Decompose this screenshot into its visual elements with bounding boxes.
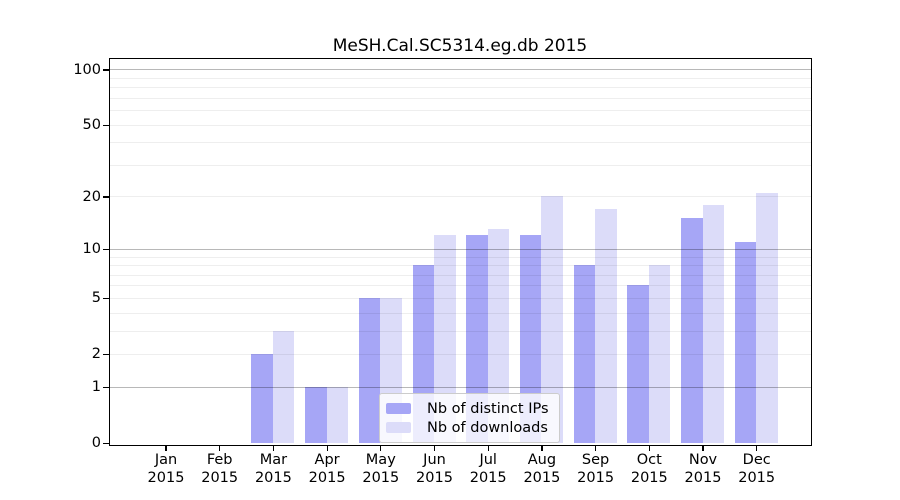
y-tick-label: 2 xyxy=(91,346,101,363)
gridline-minor xyxy=(109,297,811,299)
x-tick-mark xyxy=(326,444,328,451)
bar-downloads xyxy=(272,330,295,444)
y-tick-label: 0 xyxy=(91,435,101,452)
bar-downloads xyxy=(595,208,617,444)
bar-downloads xyxy=(702,204,724,444)
bar-distinct-ips xyxy=(627,285,649,444)
y-tick-mark xyxy=(103,442,110,444)
bar-downloads xyxy=(648,265,671,444)
y-tick-mark xyxy=(103,386,110,388)
x-tick-label-year: 2015 xyxy=(523,469,561,486)
y-tick-label: 20 xyxy=(82,188,101,205)
y-tick-label: 10 xyxy=(82,241,101,258)
y-tick-label: 100 xyxy=(73,61,101,78)
x-tick-label: May 2015 xyxy=(349,452,413,487)
x-tick-mark xyxy=(541,444,543,451)
legend: Nb of distinct IPs Nb of downloads xyxy=(379,393,560,443)
x-tick-mark xyxy=(380,444,382,451)
x-tick-label-year: 2015 xyxy=(362,469,400,486)
bar-distinct-ips xyxy=(519,235,542,444)
x-tick-label: Sep 2015 xyxy=(564,452,628,487)
y-tick-label: 1 xyxy=(91,379,101,396)
gridline-minor xyxy=(109,274,811,276)
x-tick-mark xyxy=(487,444,489,451)
x-tick-label: Aug 2015 xyxy=(510,452,574,487)
gridline-minor xyxy=(109,142,811,144)
x-tick-mark xyxy=(272,444,275,451)
legend-label: Nb of downloads xyxy=(427,419,548,436)
x-tick-label-year: 2015 xyxy=(469,469,507,486)
legend-entry-distinct-ips: Nb of distinct IPs xyxy=(386,399,549,418)
bar-distinct-ips xyxy=(573,265,596,444)
x-tick-mark xyxy=(433,444,436,451)
x-tick-label: Apr 2015 xyxy=(295,452,359,487)
x-tick-label: Dec 2015 xyxy=(725,452,789,487)
gridline-minor xyxy=(109,124,811,126)
x-tick-mark xyxy=(595,444,597,451)
bar-distinct-ips xyxy=(734,241,757,444)
x-tick-label-year: 2015 xyxy=(738,469,776,486)
y-tick-label: 50 xyxy=(82,117,101,134)
bar-downloads xyxy=(487,229,510,444)
x-tick-label: Feb 2015 xyxy=(188,452,252,487)
x-tick-label-year: 2015 xyxy=(577,469,615,486)
legend-label: Nb of distinct IPs xyxy=(427,400,549,417)
gridline-major xyxy=(109,386,811,388)
y-tick-label: 5 xyxy=(91,290,101,307)
y-tick-mark xyxy=(103,248,110,250)
legend-swatch-downloads xyxy=(386,422,411,433)
gridline-minor xyxy=(109,265,811,267)
gridline-major xyxy=(109,69,811,71)
gridline-minor xyxy=(109,164,811,166)
chart-title: MeSH.Cal.SC5314.eg.db 2015 xyxy=(332,36,588,56)
x-tick-label: Jun 2015 xyxy=(403,452,467,487)
x-tick-mark xyxy=(165,444,167,451)
bar-downloads xyxy=(434,235,456,444)
gridline-minor xyxy=(109,256,811,258)
x-tick-label-year: 2015 xyxy=(416,469,453,486)
bar-distinct-ips xyxy=(681,218,703,444)
gridline-minor xyxy=(109,330,811,332)
bar-downloads xyxy=(756,192,778,444)
bar-distinct-ips xyxy=(466,235,488,444)
gridline-minor xyxy=(109,97,811,99)
x-tick-label-year: 2015 xyxy=(684,469,722,486)
x-tick-mark xyxy=(756,444,758,451)
gridline-minor xyxy=(109,285,811,287)
gridline-minor xyxy=(109,353,811,355)
gridline-minor xyxy=(109,110,811,112)
plot-area xyxy=(108,57,812,446)
x-tick-mark xyxy=(648,444,650,451)
bar-downloads xyxy=(541,196,563,444)
x-tick-label: Nov 2015 xyxy=(671,452,735,487)
x-tick-label: Jul 2015 xyxy=(456,452,520,487)
x-tick-label: Jan 2015 xyxy=(134,452,198,487)
x-tick-label: Oct 2015 xyxy=(617,452,681,487)
gridline-minor xyxy=(109,87,811,89)
bar-downloads xyxy=(326,386,349,444)
gridline-minor xyxy=(109,196,811,198)
y-tick-mark xyxy=(103,353,110,356)
x-tick-label-year: 2015 xyxy=(201,469,239,486)
x-tick-label-year: 2015 xyxy=(147,469,185,486)
legend-entry-downloads: Nb of downloads xyxy=(386,418,549,437)
gridline-major xyxy=(109,248,811,250)
x-tick-label: Mar 2015 xyxy=(241,452,305,487)
y-tick-mark xyxy=(103,297,110,300)
gridline-minor xyxy=(109,312,811,314)
y-tick-mark xyxy=(103,196,110,198)
gridline-minor xyxy=(109,77,811,79)
y-tick-mark xyxy=(103,69,110,71)
x-tick-label-year: 2015 xyxy=(630,469,668,486)
x-tick-mark xyxy=(702,444,704,451)
x-tick-mark xyxy=(219,444,221,451)
bar-distinct-ips xyxy=(251,353,273,444)
bar-distinct-ips xyxy=(358,297,381,444)
x-tick-label-year: 2015 xyxy=(254,469,292,486)
x-tick-label-year: 2015 xyxy=(308,469,346,486)
legend-swatch-distinct-ips xyxy=(386,403,411,414)
bar-distinct-ips xyxy=(305,386,327,444)
y-tick-mark xyxy=(103,124,110,126)
